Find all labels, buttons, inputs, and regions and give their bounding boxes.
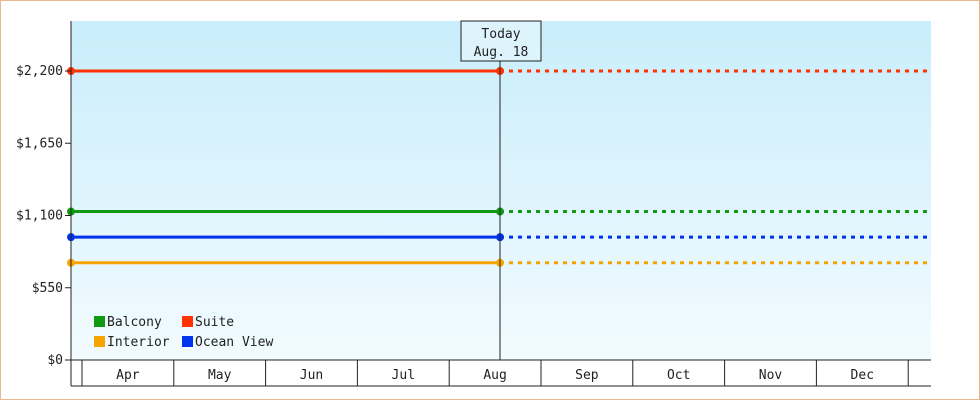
legend-label-ocean-view: Ocean View — [195, 335, 273, 350]
legend-swatch-ocean-view — [182, 336, 193, 347]
x-tick-label-sep: Sep — [575, 368, 599, 383]
legend-swatch-suite — [182, 316, 193, 327]
x-tick-label-apr: Apr — [116, 368, 140, 383]
x-tick-label-dec: Dec — [851, 368, 874, 383]
x-tick-label-aug: Aug — [483, 368, 506, 383]
legend-label-suite: Suite — [195, 315, 234, 330]
legend-swatch-interior — [94, 336, 105, 347]
today-label: Today — [481, 27, 520, 42]
plot-background — [71, 21, 931, 360]
y-tick-label: $0 — [47, 353, 63, 368]
y-tick-label: $2,200 — [16, 64, 63, 79]
x-tick-label-nov: Nov — [759, 368, 783, 383]
y-tick-label: $1,650 — [16, 136, 63, 151]
x-tick-label-jul: Jul — [392, 368, 415, 383]
legend-label-interior: Interior — [107, 335, 170, 350]
legend-label-balcony: Balcony — [107, 315, 162, 330]
today-date: Aug. 18 — [474, 45, 529, 60]
y-tick-label: $550 — [32, 281, 63, 296]
legend-swatch-balcony — [94, 316, 105, 327]
x-tick-label-may: May — [208, 368, 232, 383]
y-tick-label: $1,100 — [16, 209, 63, 224]
today-box — [460, 20, 542, 62]
x-tick-label-jun: Jun — [300, 368, 323, 383]
x-tick-label-oct: Oct — [667, 368, 690, 383]
